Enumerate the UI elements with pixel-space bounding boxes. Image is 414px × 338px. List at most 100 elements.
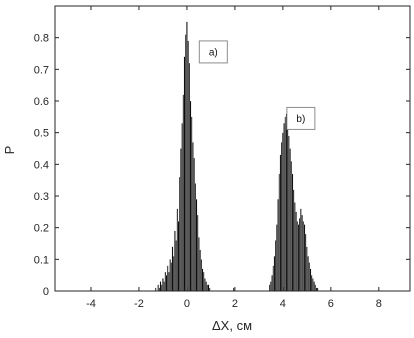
x-tick-label: 8 <box>376 298 382 310</box>
bar <box>205 281 207 292</box>
bar <box>187 40 189 292</box>
bar <box>175 240 177 292</box>
bar <box>297 224 300 292</box>
annotation: a) <box>198 40 228 64</box>
bar <box>200 259 203 292</box>
bar <box>183 56 186 292</box>
bar <box>157 284 159 292</box>
bar <box>303 224 306 292</box>
bar <box>301 214 303 292</box>
bar <box>179 176 181 292</box>
bar <box>285 113 288 292</box>
bar <box>181 123 183 292</box>
y-tick-label: 0.1 <box>34 254 49 266</box>
bar <box>282 132 284 292</box>
bar <box>204 278 206 292</box>
y-tick-label: 0.3 <box>34 191 49 203</box>
x-tick-label: -4 <box>86 298 96 310</box>
bar <box>207 284 210 292</box>
bar <box>185 34 187 292</box>
bar <box>193 157 195 292</box>
bar <box>173 256 175 292</box>
y-tick-label: 0.8 <box>34 33 49 45</box>
bar <box>314 284 316 292</box>
y-tick-label: 0 <box>43 286 49 298</box>
y-tick-label: 0.5 <box>34 128 49 140</box>
bar <box>304 233 307 292</box>
bar <box>167 265 169 292</box>
annotation-box <box>286 106 316 130</box>
y-tick-label: 0.4 <box>34 159 49 171</box>
bar <box>182 94 185 292</box>
bar <box>302 221 304 292</box>
bar <box>171 246 174 292</box>
bar <box>284 116 286 292</box>
annotation: b) <box>286 106 316 130</box>
x-axis-label: ΔX, см <box>212 318 252 333</box>
x-tick-label: 6 <box>328 298 334 310</box>
bar <box>309 268 312 292</box>
bar <box>273 256 276 292</box>
bar <box>280 142 283 292</box>
bar <box>206 284 209 292</box>
bar <box>189 100 192 292</box>
bar <box>312 278 314 292</box>
y-tick-label: 0.7 <box>34 64 49 76</box>
bar <box>202 271 205 292</box>
bar <box>170 262 173 292</box>
bar <box>199 249 201 292</box>
x-tick-label: 2 <box>232 298 238 310</box>
bar <box>195 199 198 292</box>
bar <box>176 208 179 292</box>
bar <box>277 199 279 292</box>
bar <box>308 262 310 292</box>
bar <box>274 240 277 292</box>
bar <box>168 271 170 292</box>
x-tick-label: 0 <box>184 298 190 310</box>
bar <box>271 275 273 292</box>
annotation-label: b) <box>296 114 305 125</box>
bar <box>163 281 165 292</box>
annotation-label: a) <box>209 47 218 58</box>
bar <box>294 202 296 292</box>
bar <box>291 173 294 292</box>
bar <box>161 284 163 292</box>
y-axis-label: P <box>2 146 17 155</box>
annotations-group: a) b) <box>198 40 316 130</box>
y-tick-label: 0.2 <box>34 223 49 235</box>
bar <box>278 173 280 292</box>
bar <box>270 281 272 292</box>
bar <box>165 275 168 292</box>
plot-frame <box>54 5 411 292</box>
bar <box>306 246 308 292</box>
bar <box>276 224 278 292</box>
bar <box>289 148 291 292</box>
bar <box>190 116 193 292</box>
bar <box>283 123 285 292</box>
bar <box>279 154 282 292</box>
bar <box>164 271 167 292</box>
bar <box>180 148 182 292</box>
bar <box>198 237 200 292</box>
bar <box>268 284 271 292</box>
x-tick-label: -2 <box>134 298 144 310</box>
bar <box>188 62 191 292</box>
bar <box>307 256 309 292</box>
bar <box>310 275 313 292</box>
bar <box>169 259 171 292</box>
y-tick-label: 0.6 <box>34 96 49 108</box>
bar <box>186 21 188 292</box>
bar <box>201 268 204 292</box>
bar <box>295 211 297 292</box>
x-ticks-group: -4 -2 0 2 4 6 8 <box>86 6 382 310</box>
bar <box>286 126 289 292</box>
bar <box>192 142 194 292</box>
bar <box>288 135 290 292</box>
bar <box>159 281 162 292</box>
annotation-box <box>198 40 228 64</box>
bar <box>290 161 292 292</box>
bar <box>298 218 301 292</box>
bar <box>313 281 315 292</box>
bar <box>196 214 199 292</box>
